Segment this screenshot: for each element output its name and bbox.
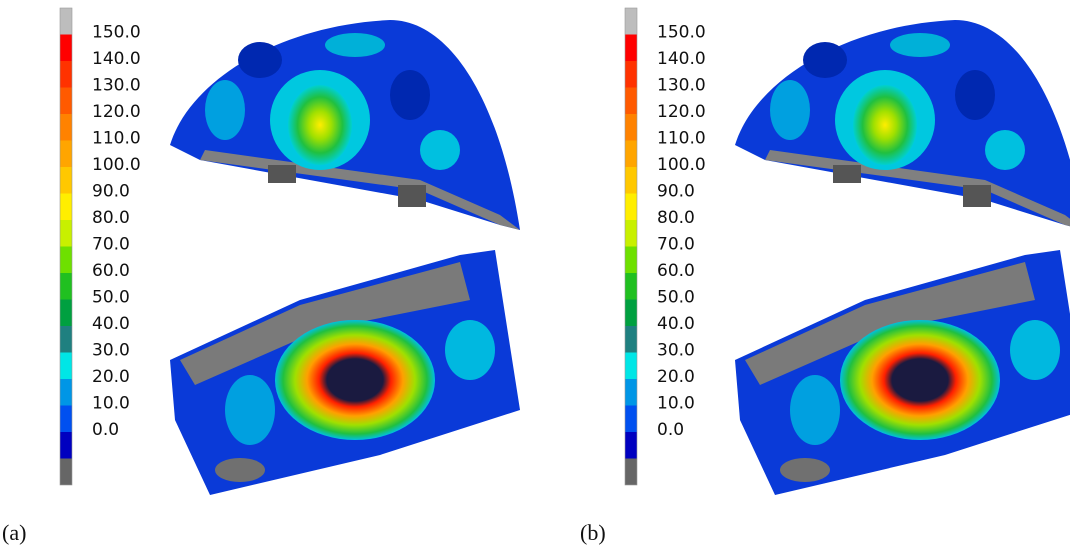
- fea-result-a: [170, 20, 520, 495]
- scale-swatch: [625, 88, 637, 115]
- scale-swatch: [60, 406, 72, 433]
- scale-swatch: [625, 273, 637, 300]
- scale-label: 110.0: [92, 129, 141, 149]
- scale-swatch: [625, 114, 637, 141]
- scale-swatch: [60, 353, 72, 380]
- figure: 150.0 140.0 130.0 120.0 110.0 100.0 90.0 80.0 70…: [0, 0, 1070, 553]
- scale-swatch: [60, 379, 72, 406]
- scale-swatch: [625, 35, 637, 62]
- scale-label: 50.0: [92, 288, 130, 308]
- scale-label: 140.0: [92, 49, 141, 69]
- scale-label: 10.0: [657, 394, 695, 414]
- scale-label: 80.0: [92, 208, 130, 228]
- scale-swatch: [60, 194, 72, 221]
- scale-label: 70.0: [657, 235, 695, 255]
- scale-label: 130.0: [657, 76, 706, 96]
- scale-swatch: [60, 247, 72, 274]
- panel-label: (a): [2, 520, 26, 545]
- scale-label: 50.0: [657, 288, 695, 308]
- scale-swatch: [60, 61, 72, 88]
- scale-swatch: [625, 406, 637, 433]
- scale-swatch: [60, 8, 72, 35]
- scale-swatch: [625, 167, 637, 194]
- scale-swatch: [625, 141, 637, 168]
- scale-label: 110.0: [657, 129, 706, 149]
- panel-label: (b): [580, 520, 606, 545]
- scale-swatch: [60, 167, 72, 194]
- scale-label: 40.0: [92, 314, 130, 334]
- scale-label: 40.0: [657, 314, 695, 334]
- scale-swatch: [60, 300, 72, 327]
- scale-label: 60.0: [92, 261, 130, 281]
- scale-label: 90.0: [92, 182, 130, 202]
- scale-swatch: [625, 220, 637, 247]
- scale-label: 30.0: [657, 341, 695, 361]
- scale-label: 140.0: [657, 49, 706, 69]
- scale-swatch: [625, 61, 637, 88]
- scale-label: 0.0: [92, 420, 119, 440]
- scale-swatch: [60, 88, 72, 115]
- scale-label: 20.0: [92, 367, 130, 387]
- scale-swatch: [60, 220, 72, 247]
- scale-label: 90.0: [657, 182, 695, 202]
- scale-label: 100.0: [657, 155, 706, 175]
- scale-swatch: [625, 353, 637, 380]
- scale-swatch: [60, 459, 72, 486]
- scale-swatch: [60, 273, 72, 300]
- scale-swatch: [60, 114, 72, 141]
- scale-swatch: [625, 379, 637, 406]
- scale-label: 150.0: [92, 23, 141, 43]
- scale-label: 10.0: [92, 394, 130, 414]
- scale-swatch: [625, 8, 637, 35]
- scale-swatch: [625, 326, 637, 353]
- scale-swatch: [625, 194, 637, 221]
- scale-label: 30.0: [92, 341, 130, 361]
- scale-label: 150.0: [657, 23, 706, 43]
- scale-label: 130.0: [92, 76, 141, 96]
- scale-label: 120.0: [92, 102, 141, 122]
- fea-result-b: [735, 20, 1070, 495]
- scale-label: 60.0: [657, 261, 695, 281]
- scale-swatch: [60, 35, 72, 62]
- scale-swatch: [625, 459, 637, 486]
- scale-swatch: [60, 326, 72, 353]
- scale-label: 100.0: [92, 155, 141, 175]
- scale-swatch: [625, 300, 637, 327]
- scale-label: 80.0: [657, 208, 695, 228]
- scale-label: 0.0: [657, 420, 684, 440]
- scale-swatch: [625, 247, 637, 274]
- scale-label: 120.0: [657, 102, 706, 122]
- scale-swatch: [60, 432, 72, 459]
- scale-label: 70.0: [92, 235, 130, 255]
- scale-label: 20.0: [657, 367, 695, 387]
- scale-swatch: [625, 432, 637, 459]
- scale-swatch: [60, 141, 72, 168]
